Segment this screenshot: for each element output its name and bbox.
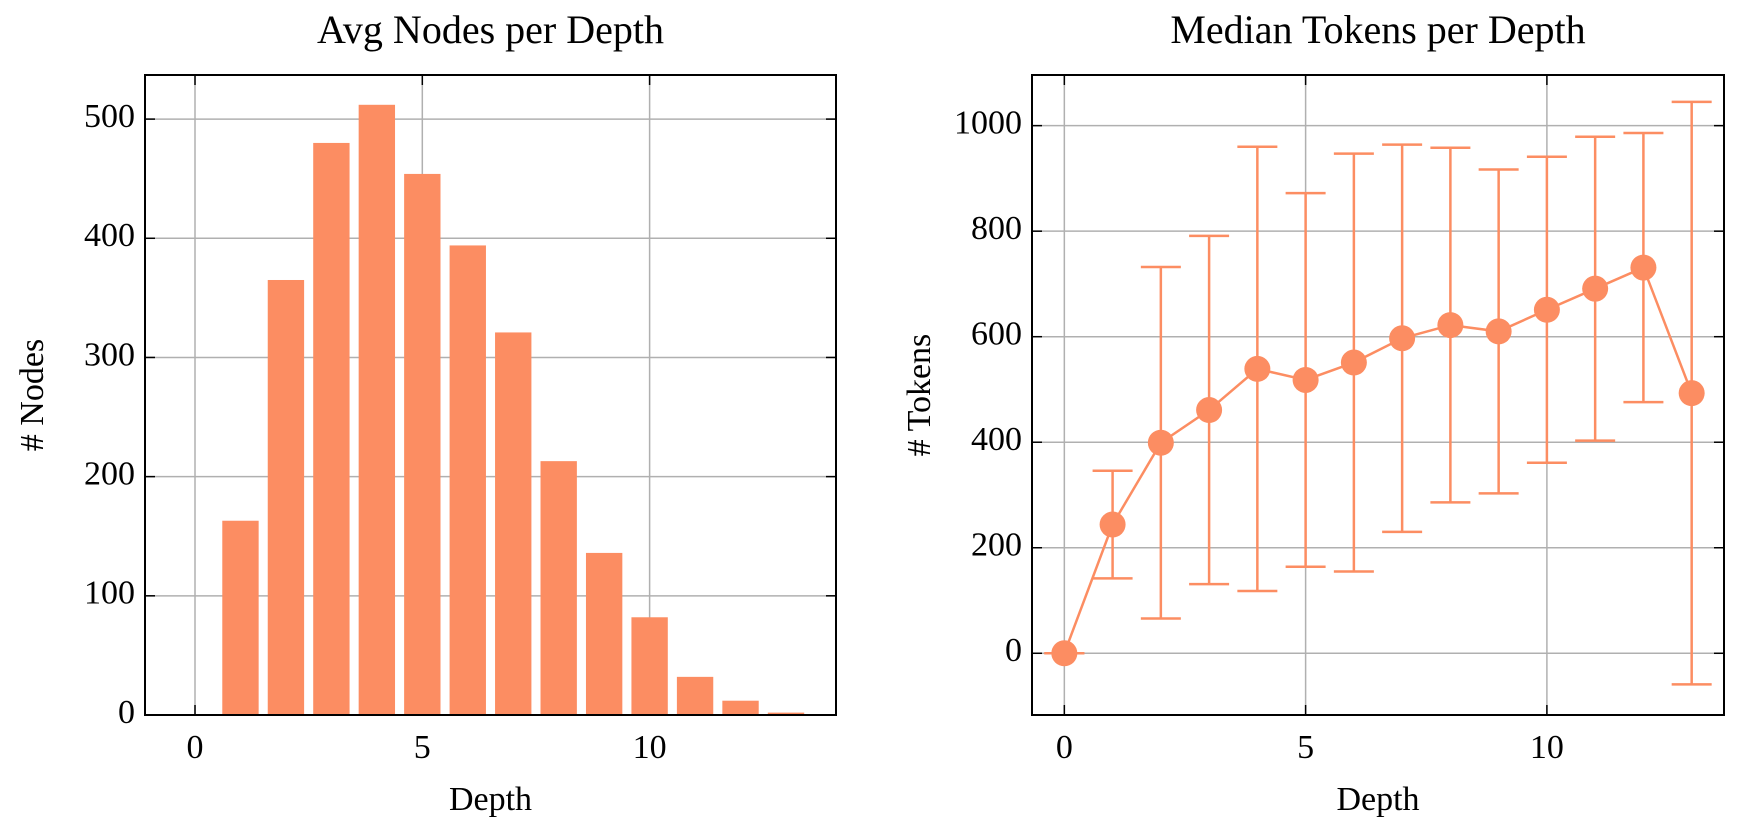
x-tick-label: 10 [1530,729,1564,766]
y-tick-label: 500 [84,98,135,135]
chart-title: Avg Nodes per Depth [317,7,664,52]
y-tick-label: 200 [84,455,135,492]
bar [404,173,441,715]
x-tick-label: 0 [187,729,204,766]
point [1244,355,1271,382]
y-tick-label: 600 [971,315,1022,352]
y-tick-label: 0 [1005,632,1022,669]
y-tick-label: 400 [971,421,1022,458]
bar [358,104,396,715]
plot-frame [144,74,837,716]
y-tick-label: 800 [971,210,1022,247]
point [1678,380,1705,407]
y-axis-label: # Nodes [14,339,51,451]
x-tick-label: 5 [1297,729,1314,766]
bar [540,461,577,715]
chart-title: Median Tokens per Depth [1170,7,1585,52]
bar [495,332,532,715]
x-axis-label: Depth [449,781,532,818]
bar [222,520,259,715]
y-tick-label: 100 [84,575,135,612]
line [1063,265,1693,654]
x-tick-label: 5 [414,729,431,766]
point [1196,397,1223,424]
bar [449,245,486,716]
point [1147,429,1174,456]
y-axis-label: # Tokens [901,334,938,457]
bar [676,676,714,715]
point [1292,366,1319,393]
bar [722,700,759,715]
point [1630,254,1657,281]
x-tick-label: 10 [633,729,667,766]
point [1485,318,1512,345]
plot-frame [1031,74,1725,716]
x-tick-label: 0 [1056,729,1073,766]
bar [267,279,305,715]
point [1533,296,1560,323]
y-tick-label: 200 [971,527,1022,564]
point [1437,312,1464,339]
point [1389,325,1416,352]
bar [631,617,668,715]
x-axis-label: Depth [1336,781,1419,818]
bar [585,552,623,715]
y-tick-label: 0 [118,694,135,731]
point [1340,349,1367,376]
bar [313,142,350,715]
point [1582,275,1609,302]
y-tick-label: 300 [84,336,135,373]
y-tick-label: 400 [84,217,135,254]
point [1099,511,1126,538]
y-tick-label: 1000 [954,104,1022,141]
point [1051,640,1078,667]
bar [767,712,805,715]
